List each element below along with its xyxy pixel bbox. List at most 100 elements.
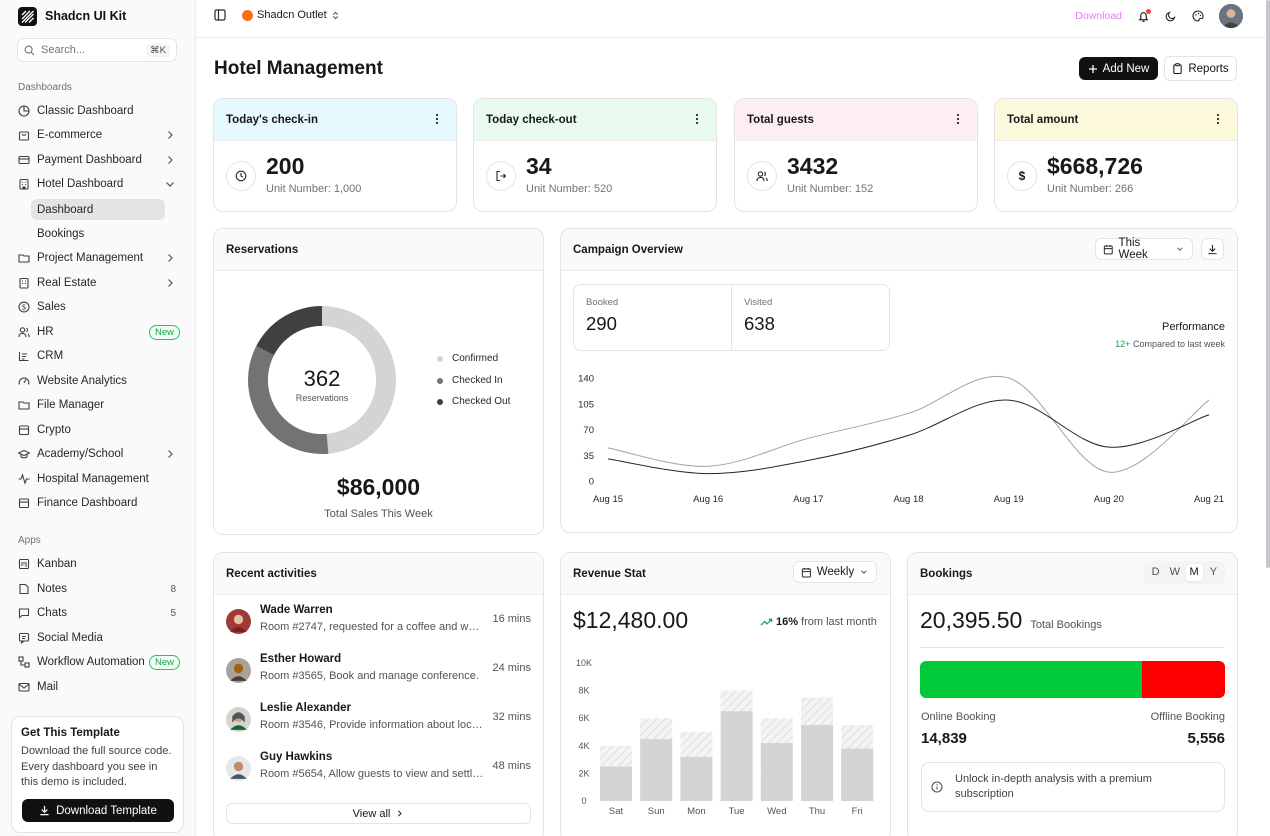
stat-value: 34 [526,153,552,179]
sidebar-item-hr[interactable]: HR New [14,321,182,343]
chat-icon [18,607,30,619]
sidebar-item-project-management[interactable]: Project Management [14,247,182,269]
sidebar-subitem-bookings[interactable]: Bookings [37,227,85,240]
sidebar-item-workflow-automation[interactable]: Workflow Automation New [14,651,182,673]
more-vertical-icon[interactable] [1211,112,1225,126]
sidebar-item-hotel-dashboard[interactable]: Hotel Dashboard [14,173,182,195]
stat-card-header: Total guests [735,99,977,141]
more-vertical-icon[interactable] [951,112,965,126]
wallet-icon [18,497,30,509]
sidebar-item-label: Website Analytics [37,375,127,387]
sidebar-item-website-analytics[interactable]: Website Analytics [14,370,182,392]
sidebar-item-crypto[interactable]: Crypto [14,419,182,441]
reports-button[interactable]: Reports [1164,56,1237,81]
view-all-button[interactable]: View all [226,803,531,824]
sidebar-item-real-estate[interactable]: Real Estate [14,272,182,294]
sidebar-item-sales[interactable]: $ Sales [14,296,182,318]
bookings-total-value: 20,395.50 [920,607,1023,633]
user-avatar[interactable] [1219,4,1243,28]
legend-dot-confirmed [437,355,443,362]
search-placeholder: Search... [41,44,86,56]
brand[interactable]: Shadcn UI Kit [18,6,126,26]
sidebar-item-classic-dashboard[interactable]: Classic Dashboard [14,100,182,122]
sidebar-item-label: Kanban [37,558,77,570]
more-vertical-icon[interactable] [690,112,704,126]
search-input[interactable]: Search... ⌘K [17,38,177,62]
booked-label: Booked [586,297,619,308]
period-m[interactable]: M [1185,564,1203,581]
download-link[interactable]: Download [1075,10,1122,22]
x-tick-label: Aug 15 [593,494,623,505]
period-w[interactable]: W [1169,566,1181,578]
stat-value: $668,726 [1047,153,1143,179]
sidebar-item-payment-dashboard[interactable]: Payment Dashboard [14,149,182,171]
sidebar-item-crm[interactable]: CRM [14,345,182,367]
legend-label: Confirmed [452,353,499,364]
sidebar-item-finance-dashboard[interactable]: Finance Dashboard [14,492,182,514]
sidebar-toggle-icon[interactable] [214,9,226,21]
sidebar-item-mail[interactable]: Mail [14,676,182,698]
users-icon [747,161,777,191]
palette-icon[interactable] [1192,10,1204,22]
note-icon [18,583,30,595]
avatar [226,756,251,781]
chevron-right-icon [168,450,173,458]
sidebar-item-social-media[interactable]: Social Media [14,627,182,649]
sidebar-item-academy-school[interactable]: Academy/School [14,443,182,465]
promo-text: Download the full source code. Every das… [21,745,172,788]
activities-header: Recent activities [214,553,543,595]
y-tick-label: 35 [583,451,594,462]
bar-fri [841,748,874,801]
page-scrollbar[interactable] [1266,0,1270,568]
chart-pie-icon [18,105,30,117]
sidebar-item-label: Crypto [37,424,71,436]
stat-card-title: Today check-out [486,113,577,126]
bookings-total-label: Total Bookings [1030,619,1102,631]
legend-label: Checked In [452,375,503,386]
chevron-right-icon [168,254,173,262]
sidebar-item-e-commerce[interactable]: E-commerce [14,124,182,146]
download-campaign-button[interactable] [1201,238,1224,260]
chevron-down-icon [1177,247,1183,251]
legend-confirmed: Confirmed [437,353,498,364]
this-week-select[interactable]: This Week [1095,237,1193,261]
sidebar-item-file-manager[interactable]: File Manager [14,394,182,416]
activity-item[interactable]: Wade Warren Room #2747, requested for a … [226,604,531,644]
activity-desc: Room #2747, requested for a coffee and w… [260,621,485,633]
notifications-button[interactable] [1137,8,1151,23]
premium-info-box[interactable]: Unlock in-depth analysis with a premium … [921,762,1225,812]
revenue-change-text: from last month [801,616,877,628]
performance-label: Performance [1162,321,1225,333]
period-d[interactable]: D [1151,566,1160,578]
reservations-total-label: Total Sales This Week [324,508,433,520]
sidebar-item-kanban[interactable]: Kanban [14,553,182,575]
list-icon [18,350,30,362]
sidebar-item-chats[interactable]: Chats 5 [14,602,182,624]
download-template-button[interactable]: Download Template [22,799,174,822]
legend-checked-out: Checked Out [437,396,510,407]
x-tick-label: Aug 17 [793,494,823,505]
sidebar-item-notes[interactable]: Notes 8 [14,578,182,600]
activity-item[interactable]: Esther Howard Room #3565, Book and manag… [226,653,531,693]
activity-item[interactable]: Leslie Alexander Room #3546, Provide inf… [226,702,531,742]
booked-metric: Booked 290 [574,285,731,350]
reports-label: Reports [1188,62,1229,75]
new-badge: New [148,324,180,340]
period-y[interactable]: Y [1209,566,1218,578]
stat-subtext: Unit Number: 520 [526,183,613,195]
sidebar-item-hospital-management[interactable]: Hospital Management [14,468,182,490]
new-badge: New [148,654,180,670]
premium-info-text: Unlock in-depth analysis with a premium … [955,773,1152,800]
more-vertical-icon[interactable] [430,112,444,126]
add-new-button[interactable]: Add New [1079,57,1158,80]
brand-name: Shadcn UI Kit [45,9,127,23]
visited-value: 638 [744,313,775,334]
activity-item[interactable]: Guy Hawkins Room #5654, Allow guests to … [226,751,531,791]
moon-icon[interactable] [1165,10,1177,22]
team-switcher[interactable]: Shadcn Outlet [242,9,340,21]
download-icon [40,805,49,816]
compare-value: 12+ [1115,339,1131,349]
sidebar-subitem-dashboard[interactable]: Dashboard [31,199,165,220]
line-series-2 [607,399,1210,475]
weekly-select[interactable]: Weekly [793,561,877,583]
